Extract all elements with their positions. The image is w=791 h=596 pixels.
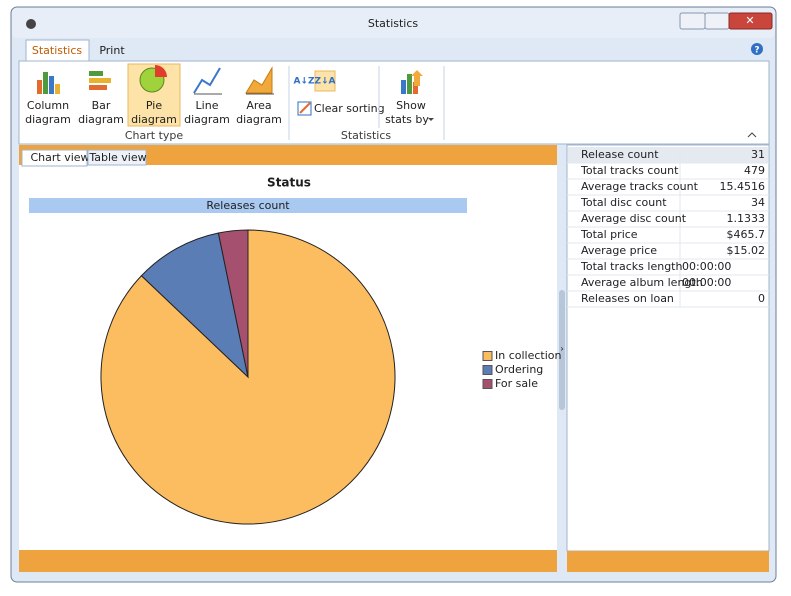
bar-icon [89,71,111,90]
button-label[interactable]: Column [27,99,69,112]
dropdown-arrow [428,118,434,121]
stat-label: Average album length [581,276,703,289]
window-title: Statistics [368,17,419,30]
maximize-button[interactable] [704,12,730,30]
button-label[interactable]: diagram [236,113,282,126]
stats-table: Release count 31 Total tracks count 479 Aver… [567,147,769,308]
button-label[interactable]: diagram [131,113,177,126]
stat-value: 00:00:00 [682,260,731,273]
stats-panel [566,144,770,552]
help-glyph: ? [754,46,759,56]
button-label[interactable]: Bar [92,99,111,112]
collapse-ribbon[interactable] [747,132,757,138]
legend-label: Ordering [495,363,543,376]
chart-subtitle: Releases count [206,199,290,212]
legend-swatch [482,351,493,361]
stat-label: Release count [581,148,659,161]
stat-label: Total tracks length [580,260,682,273]
button-label[interactable]: Line [196,99,219,112]
group-label: Statistics [341,129,392,142]
view-tab-inactive[interactable] [87,149,147,166]
line-icon [193,67,221,94]
stat-label: Total price [580,228,638,241]
selected-row [568,147,768,163]
stat-label: Average tracks count [581,180,699,193]
pie-slice [140,232,249,379]
ribbon-tab[interactable]: Statistics [32,44,83,57]
stat-value: 00:00:00 [682,276,731,289]
column-icon [37,72,60,94]
pie [100,229,396,525]
legend-swatch [482,365,493,375]
pencil-icon [299,102,311,114]
splitter-arrow: › [560,345,564,355]
legend-swatch [482,379,493,389]
ribbon-tab[interactable]: Print [99,44,125,57]
view-tab[interactable]: Table view [88,151,146,164]
button-label[interactable]: Pie [146,99,162,112]
stat-value: $15.02 [727,244,766,257]
pie-icon [139,65,167,93]
stat-value: 34 [751,196,765,209]
view-tab-active[interactable] [21,149,88,167]
group-label: Chart type [125,129,184,142]
stat-value: 479 [744,164,765,177]
stat-label: Total disc count [580,196,667,209]
stat-value: 1.1333 [727,212,766,225]
sort-za-bg[interactable] [314,70,336,92]
close-icon: ✕ [745,14,754,27]
chart-title: Status [267,176,311,190]
sort-az-icon[interactable]: A↓Z [293,77,315,87]
button-label[interactable]: diagram [184,113,230,126]
subtitle-bar [29,198,467,213]
stat-value: 31 [751,148,765,161]
stat-value: $465.7 [727,228,766,241]
button-label[interactable]: Show [396,99,426,112]
legend-label: In collection [495,349,562,362]
button-label[interactable]: diagram [25,113,71,126]
splitter-grip[interactable] [559,290,565,410]
title-bar [12,8,775,38]
stat-label: Total tracks count [580,164,679,177]
legend-label: For sale [495,377,538,390]
button-label[interactable]: diagram [78,113,124,126]
stat-label: Average disc count [581,212,687,225]
show-stats-icon [401,70,423,94]
button-label[interactable]: Area [246,99,271,112]
pie-slice [217,229,249,378]
button-label[interactable]: stats by [385,113,429,126]
close-button[interactable] [728,12,773,30]
stats-panel-footer [567,551,769,572]
stat-value: 0 [758,292,765,305]
help-icon[interactable] [751,43,763,55]
stat-label: Releases on loan [581,292,674,305]
area-icon [245,66,273,94]
stat-label: Average price [581,244,657,257]
view-tab[interactable]: Chart view [30,151,89,164]
clear-sorting-button[interactable]: Clear sorting [314,102,385,115]
stat-value: 15.4516 [720,180,766,193]
tab-strip [19,38,769,62]
app-icon [26,19,36,29]
minimize-button[interactable] [679,12,706,30]
sort-za-icon: Z↓A [314,77,335,87]
